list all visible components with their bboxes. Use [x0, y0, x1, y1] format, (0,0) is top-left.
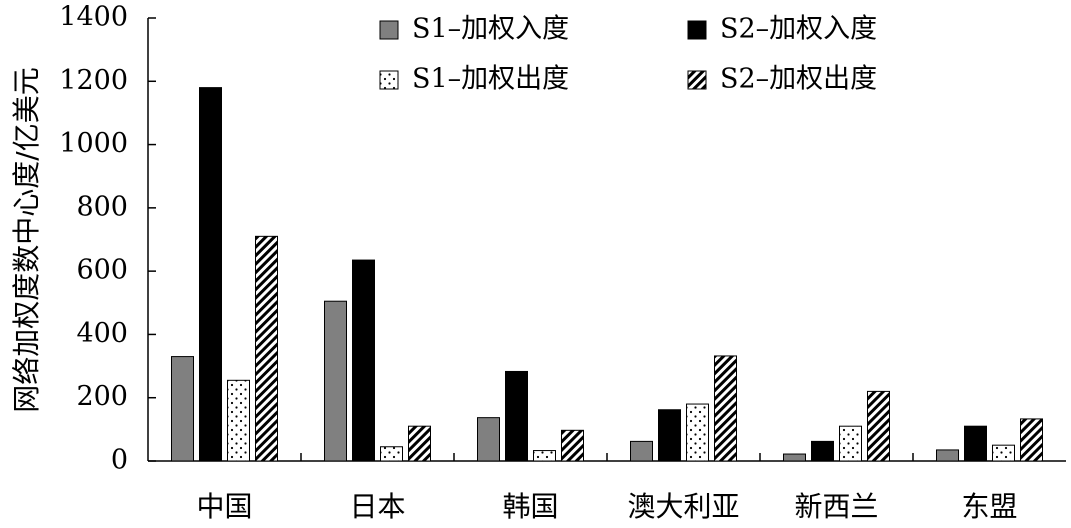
bar: [714, 355, 737, 462]
legend-swatch: [379, 70, 399, 90]
bar: [380, 446, 403, 462]
bar: [964, 425, 987, 462]
bar: [867, 390, 890, 462]
bar: [811, 440, 834, 462]
bar: [686, 403, 709, 462]
y-tick-label: 200: [76, 381, 128, 412]
y-tick-label: 1000: [59, 128, 128, 159]
bar: [839, 425, 862, 462]
legend-swatch: [687, 70, 707, 90]
y-tick-label: 400: [76, 318, 128, 349]
y-ticks: 0 200 400 600 800 1000 1200 1400: [59, 2, 156, 476]
legend-label: S2–加权出度: [720, 64, 877, 95]
bar: [255, 235, 278, 462]
legend-label: S1–加权出度: [412, 64, 569, 95]
legend-swatch: [379, 20, 399, 40]
bar: [352, 259, 375, 462]
y-tick-label: 600: [76, 255, 128, 286]
bar: [477, 417, 500, 462]
legend-swatch: [687, 20, 707, 40]
axes: [147, 18, 1066, 462]
x-tick-label: 韩国: [502, 490, 558, 523]
legend-label: S1–加权入度: [412, 14, 569, 45]
bar: [533, 450, 556, 462]
bar: [505, 370, 528, 462]
x-tick-label: 日本: [349, 490, 405, 523]
x-tick-label: 澳大利亚: [627, 490, 739, 523]
bars: [171, 87, 1043, 462]
bar: [936, 449, 959, 462]
legend: S1–加权入度 S2–加权入度 S1–加权出度 S2–加权出度: [379, 14, 877, 95]
bar: [199, 87, 222, 462]
legend-label: S2–加权入度: [720, 14, 877, 45]
bar: [561, 429, 584, 462]
bar: [324, 300, 347, 462]
bar: [992, 444, 1015, 462]
x-tick-labels: 中国 日本 韩国 澳大利亚 新西兰 东盟: [196, 490, 1017, 523]
x-tick-label: 东盟: [961, 490, 1017, 523]
bar: [227, 379, 250, 462]
y-tick-label: 0: [111, 445, 128, 476]
bar: [171, 356, 194, 462]
bar: [658, 409, 681, 462]
x-tick-label: 新西兰: [794, 490, 878, 523]
bar: [408, 425, 431, 462]
y-axis-label: 网络加权度数中心度/亿美元: [10, 67, 43, 412]
x-tick-label: 中国: [196, 490, 252, 523]
y-tick-label: 1200: [59, 65, 128, 96]
y-tick-label: 800: [76, 191, 128, 222]
bar: [783, 453, 806, 462]
bar: [630, 440, 653, 462]
bar: [1020, 418, 1043, 462]
y-tick-label: 1400: [59, 2, 128, 33]
